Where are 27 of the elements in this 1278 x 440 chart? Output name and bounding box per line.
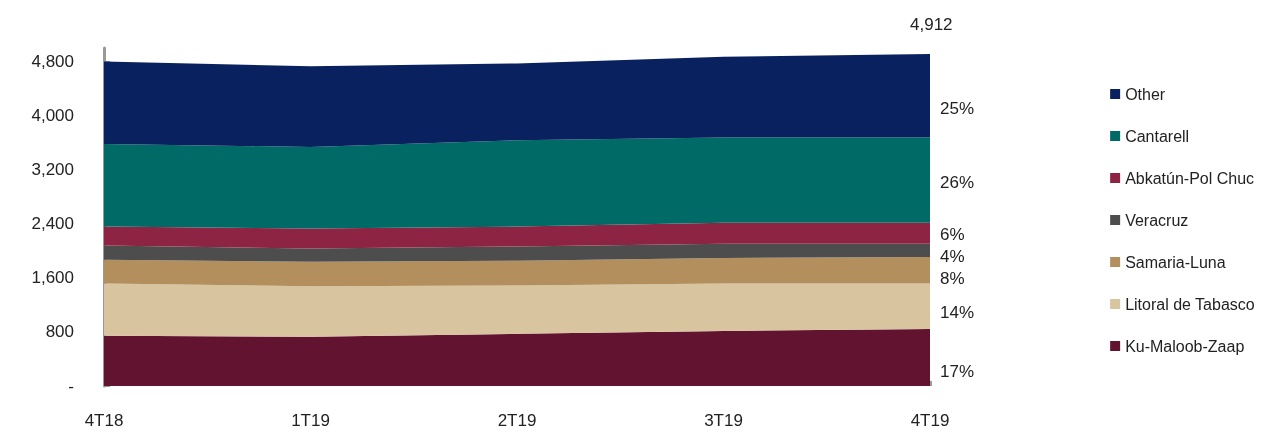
x-tick-label: 4T18 (84, 411, 124, 430)
legend-label: Abkatún-Pol Chuc (1125, 169, 1255, 187)
text: 4,912 (910, 15, 953, 34)
y-tick-label: 3,200 (31, 160, 74, 180)
y-tick-label: - (68, 376, 74, 396)
y-tick-label: 4,800 (31, 52, 74, 72)
annotation: 25% (940, 99, 975, 119)
x-tick-label: 3T19 (704, 411, 743, 430)
annotation: 8% (940, 269, 965, 289)
legend-label: Cantarell (1125, 127, 1190, 145)
y-tick-label: 4,000 (31, 106, 74, 126)
x-tick-label: 4T19 (910, 411, 950, 430)
legend-label: Other (1125, 85, 1166, 103)
annotation: 17% (940, 362, 975, 382)
legend-label: Litoral de Tabasco (1125, 295, 1255, 313)
x-tick-label: 2T19 (497, 411, 537, 430)
legend-label: Veracruz (1125, 211, 1189, 229)
annotation: 14% (940, 303, 975, 323)
x-tick-label: 1T19 (291, 411, 330, 430)
legend-label: Ku-Maloob-Zaap (1125, 337, 1245, 355)
legend-label: Samaria-Luna (1125, 253, 1226, 271)
y-tick-label: 1,600 (31, 268, 74, 288)
annotation: 26% (940, 173, 975, 193)
y-tick-label: 2,400 (31, 214, 74, 234)
annotation: 6% (940, 224, 965, 244)
annotation: 4% (940, 246, 965, 266)
y-tick-label: 800 (45, 322, 74, 342)
